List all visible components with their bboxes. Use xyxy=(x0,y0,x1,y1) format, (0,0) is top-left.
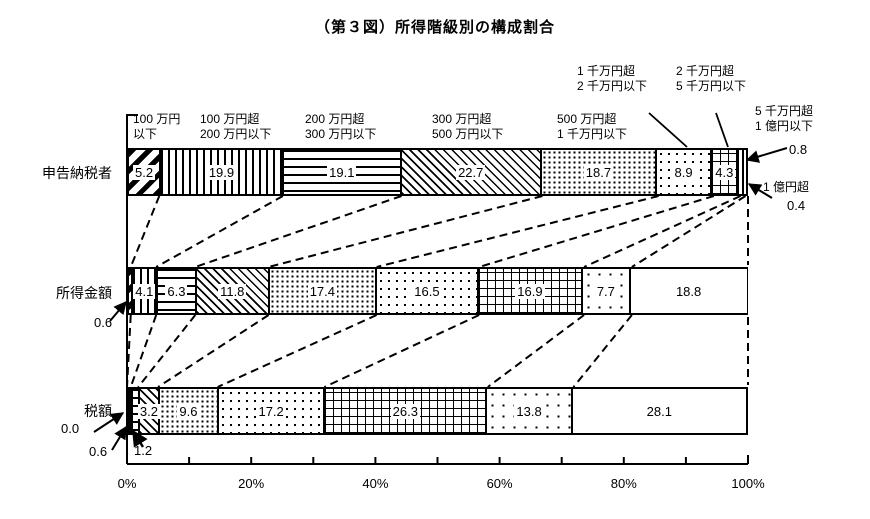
category-label: 5 千万円超 1 億円以下 xyxy=(755,104,814,133)
bar-segment: 4.1 xyxy=(132,269,158,313)
callout-value-income-under-1m: 0.6 xyxy=(94,315,113,330)
segment-value-label: 19.1 xyxy=(327,164,357,180)
category-label: 200 万円超 300 万円以下 xyxy=(305,112,377,141)
bar-segment: 18.8 xyxy=(630,269,747,313)
bar-segment: 6.3 xyxy=(157,269,197,313)
connector-dashed xyxy=(157,314,270,388)
segment-value-label: 8.9 xyxy=(672,164,695,180)
bar-segment: 3.2 xyxy=(137,389,160,433)
connector-dashed xyxy=(217,314,378,388)
bar-segment xyxy=(129,389,133,433)
arrow-income-0_6 xyxy=(109,301,127,322)
bar-segment: 9.6 xyxy=(159,389,220,433)
segment-value-label: 16.9 xyxy=(515,283,545,299)
connector-dashed xyxy=(487,314,585,388)
category-label: 300 万円超 500 万円以下 xyxy=(432,112,504,141)
bar-segment xyxy=(129,269,133,313)
bar-segment: 16.5 xyxy=(377,269,479,313)
segment-value-label: 4.3 xyxy=(713,164,736,180)
bar-segment: 19.9 xyxy=(161,150,284,194)
callout-value-taxpayers-50m-100m: 0.8 xyxy=(789,142,808,157)
callout-value-tax-2m-3m: 1.2 xyxy=(134,443,153,458)
segment-value-label: 11.8 xyxy=(218,283,247,299)
leader-1000-2000 xyxy=(648,112,688,148)
bar-shinkoku-nozeisha: 5.2 19.9 19.1 22.7 18.7 8.9 4.3 xyxy=(127,148,748,196)
category-label: 1 千万円超 2 千万円以下 xyxy=(577,64,648,93)
segment-value-label: 16.5 xyxy=(412,283,442,299)
x-axis-tick-label: 40% xyxy=(362,476,389,491)
connector-dashed xyxy=(126,314,132,388)
category-label: 100 万円 以下 xyxy=(133,112,181,141)
bar-segment: 26.3 xyxy=(325,389,488,433)
connector-dashed xyxy=(324,314,480,388)
segment-value-label: 18.7 xyxy=(583,164,614,180)
row-label-shinkoku-nozeisha: 申告納税者 xyxy=(42,165,112,181)
bar-segment: 13.8 xyxy=(487,389,573,433)
connector-dashed xyxy=(129,314,158,388)
bar-segment: 19.1 xyxy=(283,150,402,194)
segment-value-label: 4.1 xyxy=(133,283,156,299)
bar-segment xyxy=(738,150,744,194)
segment-value-label: 22.7 xyxy=(456,164,486,180)
connector-dashed xyxy=(155,195,284,268)
segment-value-label: 17.2 xyxy=(256,403,286,419)
row-label-zeigaku: 税額 xyxy=(84,403,112,419)
bar-zeigaku: 3.2 9.6 17.2 26.3 13.8 28.1 xyxy=(127,387,748,435)
connector-dashed xyxy=(583,195,741,268)
category-label: 500 万円超 1 千万円以下 xyxy=(557,112,628,141)
bar-segment: 17.2 xyxy=(219,389,326,433)
connector-dashed xyxy=(129,195,161,268)
segment-value-label: 28.1 xyxy=(644,403,674,419)
connector-dashed xyxy=(137,314,197,388)
x-axis-tick-label: 60% xyxy=(486,476,513,491)
bar-segment: 28.1 xyxy=(572,389,746,433)
chart-title: （第３図）所得階級別の構成割合 xyxy=(314,19,555,36)
segment-value-label: 19.9 xyxy=(206,164,237,180)
category-label: 100 万円超 200 万円以下 xyxy=(200,112,272,141)
connector-dashed xyxy=(478,195,715,268)
bar-segment: 7.7 xyxy=(583,269,631,313)
bar-segment xyxy=(743,150,746,194)
bar-segment: 18.7 xyxy=(541,150,658,194)
bar-shotoku-kingaku: 4.1 6.3 11.8 17.4 16.5 16.9 7.7 18.8 xyxy=(127,267,748,315)
segment-value-label: 3.2 xyxy=(137,403,160,419)
arrow-tax-0_6 xyxy=(111,425,127,451)
bar-segment: 11.8 xyxy=(196,269,270,313)
bar-segment: 5.2 xyxy=(129,150,162,194)
bar-segment: 17.4 xyxy=(269,269,378,313)
connector-dashed xyxy=(376,195,659,268)
segment-value-label: 5.2 xyxy=(133,164,156,180)
segment-value-label: 26.3 xyxy=(390,403,420,419)
segment-value-label: 9.6 xyxy=(177,403,200,419)
x-axis-tick-label: 20% xyxy=(238,476,265,491)
segment-value-label: 7.7 xyxy=(594,283,617,299)
segment-value-label: 6.3 xyxy=(165,283,188,299)
connector-dashed xyxy=(631,195,747,268)
segment-value-label: 17.4 xyxy=(307,283,337,299)
connector-dashed xyxy=(572,314,633,388)
category-label: 1 億円超 xyxy=(763,180,810,194)
bar-segment: 22.7 xyxy=(401,150,542,194)
category-label: 2 千万円超 5 千万円以下 xyxy=(676,64,747,93)
callout-value-taxpayers-over-100m: 0.4 xyxy=(787,198,806,213)
callout-value-tax-under-1m: 0.0 xyxy=(61,421,80,436)
connector-dashed xyxy=(194,195,402,268)
segment-value-label: 18.8 xyxy=(673,283,704,299)
x-axis-tick-label: 100% xyxy=(731,476,765,491)
leader-2000-5000 xyxy=(715,112,729,148)
callout-value-tax-1m-2m: 0.6 xyxy=(89,444,108,459)
x-axis-tick-label: 80% xyxy=(610,476,637,491)
arrow-0_8 xyxy=(745,147,788,163)
segment-value-label: 13.8 xyxy=(514,403,544,419)
bar-segment: 4.3 xyxy=(712,150,739,194)
connector-dashed xyxy=(268,195,543,268)
x-axis-tick-label: 0% xyxy=(117,476,137,491)
row-label-shotoku-kingaku: 所得金額 xyxy=(56,285,112,301)
bar-segment: 8.9 xyxy=(657,150,713,194)
bar-segment: 16.9 xyxy=(478,269,584,313)
